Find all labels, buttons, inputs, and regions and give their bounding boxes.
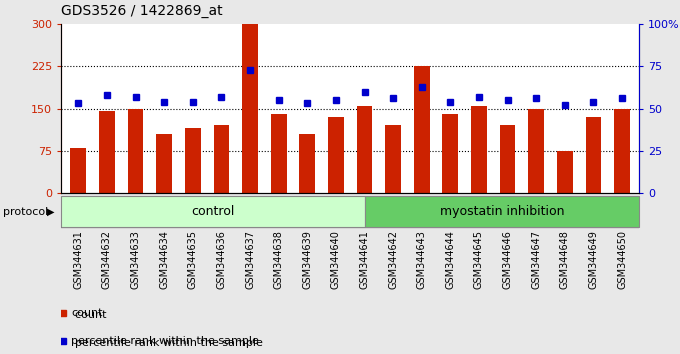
Text: GSM344631: GSM344631 [73,230,84,289]
Text: GSM344641: GSM344641 [360,230,369,289]
Bar [328,117,344,193]
Text: GSM344637: GSM344637 [245,230,255,289]
Text: GSM344633: GSM344633 [131,230,141,289]
Text: GSM344632: GSM344632 [102,230,112,289]
Bar [185,128,201,193]
Text: GSM344644: GSM344644 [445,230,456,289]
Text: GDS3526 / 1422869_at: GDS3526 / 1422869_at [61,4,223,18]
Text: GSM344634: GSM344634 [159,230,169,289]
Bar [528,108,544,193]
Text: protocol: protocol [3,206,49,217]
Bar [356,106,373,193]
Text: count: count [68,310,107,320]
Text: count: count [71,308,103,318]
Text: GSM344642: GSM344642 [388,230,398,289]
Text: control: control [191,205,235,218]
Text: GSM344645: GSM344645 [474,230,484,289]
Text: GSM344643: GSM344643 [417,230,427,289]
Bar [364,196,639,227]
Text: GSM344648: GSM344648 [560,230,570,289]
Bar [271,114,286,193]
Text: GSM344649: GSM344649 [588,230,598,289]
Text: percentile rank within the sample: percentile rank within the sample [68,338,263,348]
Bar [71,148,86,193]
Bar [471,106,487,193]
Bar [128,108,143,193]
Bar [242,24,258,193]
Text: GSM344640: GSM344640 [331,230,341,289]
Bar [61,196,364,227]
Text: GSM344639: GSM344639 [303,230,312,289]
Bar [414,66,430,193]
Bar [386,125,401,193]
Text: GSM344635: GSM344635 [188,230,198,289]
Bar [500,125,515,193]
Text: ▶: ▶ [47,206,54,217]
Bar [585,117,601,193]
Bar [299,134,315,193]
Bar [614,108,630,193]
Bar [443,114,458,193]
Bar [557,151,573,193]
Text: GSM344638: GSM344638 [273,230,284,289]
Text: GSM344647: GSM344647 [531,230,541,289]
Bar [156,134,172,193]
Text: GSM344636: GSM344636 [216,230,226,289]
Text: GSM344650: GSM344650 [617,230,627,289]
Text: GSM344646: GSM344646 [503,230,513,289]
Text: percentile rank within the sample: percentile rank within the sample [71,336,259,346]
Bar [214,125,229,193]
Bar [99,111,115,193]
Text: myostatin inhibition: myostatin inhibition [440,205,564,218]
